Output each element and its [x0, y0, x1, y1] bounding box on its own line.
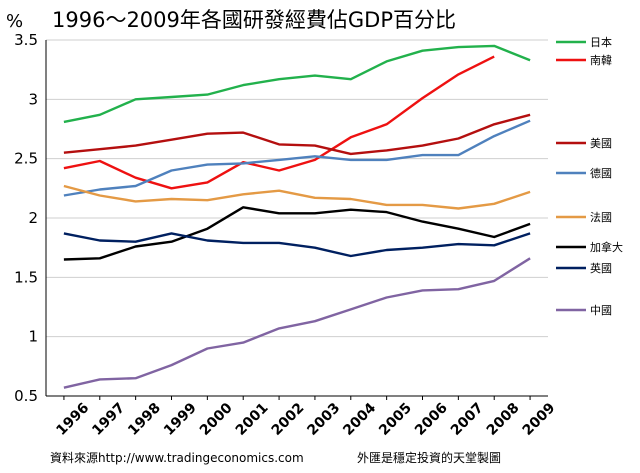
x-tick-label: 1996: [53, 400, 92, 439]
x-tick-label: 2008: [484, 400, 523, 439]
x-tick-label: 2004: [340, 400, 379, 439]
legend-label-2: 美國: [590, 137, 612, 150]
series-line-4: [63, 184, 531, 210]
legend-label-7: 中國: [590, 304, 612, 317]
legend-label-1: 南韓: [590, 54, 612, 67]
series-line-0: [63, 44, 531, 124]
x-tick-label: 2006: [412, 400, 451, 439]
x-tick-label: 2003: [304, 400, 343, 439]
chart-title: 1996～2009年各國研發經費佔GDP百分比: [52, 8, 456, 32]
source-note: 資料來源http://www.tradingeconomics.com: [50, 451, 304, 465]
x-tick-label: 2002: [269, 400, 308, 439]
legend-label-6: 英國: [590, 261, 612, 275]
y-tick-label: 1: [28, 328, 38, 346]
x-tick-label: 2009: [520, 400, 559, 439]
unit-label: %: [6, 11, 23, 32]
series-lines: [63, 44, 531, 389]
x-tick-label: 2005: [376, 400, 415, 439]
x-tick-label: 2007: [448, 400, 487, 439]
y-tick-label: 3: [28, 90, 38, 108]
legend-label-3: 德國: [590, 166, 612, 180]
series-line-5: [63, 206, 531, 261]
gridlines: [46, 39, 548, 397]
maker-note: 外匯是穩定投資的天堂製圖: [357, 450, 501, 465]
series-line-6: [63, 232, 531, 258]
x-tick-label: 1999: [161, 400, 200, 439]
y-axis-ticks: 0.5 1 1.5 2 2.5 3 3.5: [14, 31, 38, 405]
x-tick-label: 2000: [197, 400, 236, 439]
y-tick-label: 0.5: [14, 387, 38, 405]
y-tick-label: 3.5: [14, 31, 38, 49]
x-tick-label: 1998: [125, 400, 164, 439]
x-tick-label: 1997: [89, 400, 128, 439]
series-line-2: [63, 113, 531, 156]
legend-label-5: 加拿大: [590, 240, 623, 254]
y-tick-label: 1.5: [14, 268, 38, 286]
y-tick-label: 2: [28, 209, 38, 227]
series-line-1: [63, 55, 495, 190]
x-tick-label: 2001: [233, 400, 272, 439]
legend-label-4: 法國: [590, 210, 612, 224]
legend-label-0: 日本: [590, 35, 612, 49]
series-line-3: [63, 119, 531, 197]
series-line-7: [63, 257, 531, 389]
axes: [45, 40, 548, 397]
y-tick-label: 2.5: [14, 150, 38, 168]
x-axis-ticks: 1996199719981999200020012002200320042005…: [53, 396, 558, 439]
